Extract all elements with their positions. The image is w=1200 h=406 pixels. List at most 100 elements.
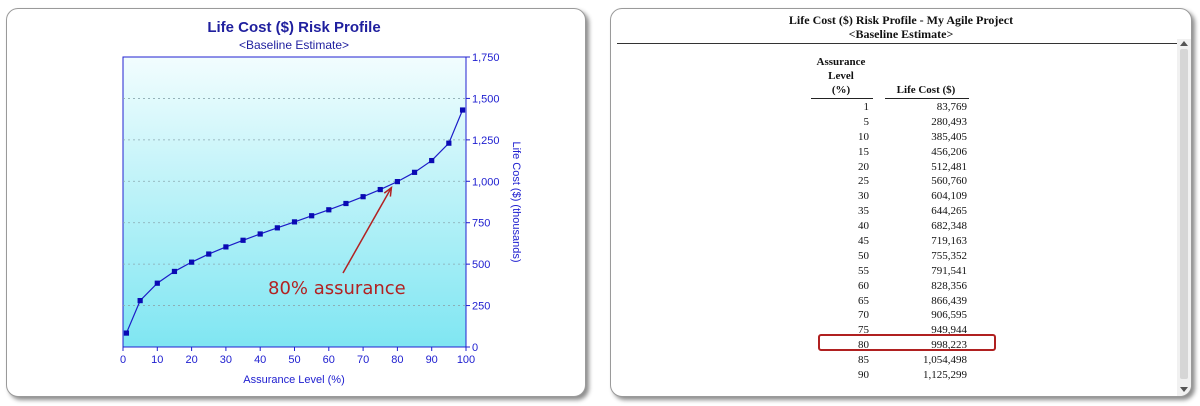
table-row: 5 280,493 (611, 115, 1171, 130)
life-cost-cell: 719,163 (931, 235, 967, 248)
life-cost-cell: 604,109 (931, 190, 967, 203)
series-layer (123, 107, 466, 336)
table-row: 25 560,760 (611, 174, 1171, 189)
data-point (154, 280, 160, 286)
chart-subtitle: <Baseline Estimate> (239, 38, 349, 52)
gridlines (123, 98, 466, 306)
data-point (257, 231, 263, 237)
annotation-arrow (342, 187, 393, 274)
x-tick-label: 60 (323, 354, 335, 366)
scrollbar-thumb[interactable] (1180, 49, 1188, 379)
report-header: Life Cost ($) Risk Profile - My Agile Pr… (611, 13, 1191, 41)
data-point (171, 268, 178, 275)
data-point (223, 244, 229, 250)
report-title: Life Cost ($) Risk Profile - My Agile Pr… (788, 13, 1014, 27)
x-tick-label: 20 (185, 354, 197, 366)
data-point (123, 330, 130, 336)
column-divider (811, 98, 873, 99)
life-cost-cell: 512,481 (931, 160, 967, 173)
assurance-level-cell: 50 (858, 249, 869, 262)
life-cost-cell: 828,356 (931, 279, 967, 292)
scroll-up-icon[interactable] (1180, 41, 1188, 46)
life-cost-cell: 791,541 (931, 264, 967, 277)
x-tick-label: 90 (426, 354, 438, 366)
data-point (189, 259, 195, 265)
x-tick-label: 70 (357, 354, 369, 366)
data-point (240, 237, 246, 243)
chart-panel: Life Cost ($) Risk Profile <Baseline Est… (6, 8, 586, 397)
life-cost-cell: 682,348 (931, 220, 967, 233)
report-subtitle: <Baseline Estimate> (848, 27, 954, 41)
assurance-level-cell: 35 (858, 205, 869, 218)
y-tick-label: 1,750 (472, 52, 500, 64)
table-row: 90 1,125,299 (611, 368, 1171, 383)
x-tick-label: 100 (457, 354, 475, 366)
data-point (429, 157, 435, 164)
assurance-level-cell: 45 (858, 235, 869, 248)
table-row: 20 512,481 (611, 160, 1171, 175)
assurance-level-cell: 30 (858, 190, 869, 203)
data-point (360, 194, 366, 200)
life-cost-cell: 906,595 (931, 309, 967, 322)
assurance-level-cell: 40 (858, 220, 869, 233)
data-point (446, 140, 452, 146)
data-point (137, 298, 143, 304)
life-cost-cell: 866,439 (931, 294, 967, 307)
x-tick-label: 30 (220, 354, 232, 366)
assurance-level-cell: 25 (858, 175, 869, 188)
y-tick-label: 0 (472, 342, 478, 354)
assurance-level-cell: 15 (858, 145, 869, 158)
table-row: 35 644,265 (611, 204, 1171, 219)
table-row: 70 906,595 (611, 308, 1171, 323)
y-tick-label: 500 (472, 259, 490, 271)
report-panel: Life Cost ($) Risk Profile - My Agile Pr… (610, 8, 1192, 397)
data-point (459, 107, 466, 113)
x-tick-label: 10 (151, 354, 163, 366)
vertical-scrollbar[interactable] (1177, 39, 1191, 396)
y-tick-label: 750 (472, 218, 490, 230)
data-point (291, 219, 298, 225)
scroll-down-icon[interactable] (1180, 387, 1188, 392)
life-cost-cell: 456,206 (931, 145, 967, 158)
life-cost-cell: 1,125,299 (923, 369, 967, 382)
annotation-label: 80% assurance (268, 278, 406, 299)
life-cost-cell: 949,944 (931, 324, 967, 337)
data-point (394, 179, 400, 185)
assurance-level-cell: 90 (858, 369, 869, 382)
report-table-body: 1 83,769 5 280,493 10 385,405 15 456,206 20 512,4… (611, 100, 1171, 383)
y-tick-label: 1,250 (472, 135, 500, 147)
assurance-level-cell: 75 (858, 324, 869, 337)
table-row: 60 828,356 (611, 279, 1171, 294)
table-row: 30 604,109 (611, 189, 1171, 204)
table-row: 85 1,054,498 (611, 353, 1171, 368)
data-point (326, 207, 332, 213)
life-cost-cell: 644,265 (931, 205, 967, 218)
annotation-arrowhead (383, 185, 393, 197)
x-tick-label: 80 (391, 354, 403, 366)
data-point (411, 169, 418, 175)
assurance-level-cell: 60 (858, 279, 869, 292)
y-tick-label: 1,500 (472, 93, 500, 105)
table-row: 50 755,352 (611, 249, 1171, 264)
life-cost-cell: 280,493 (931, 115, 967, 128)
assurance-level-cell: 55 (858, 264, 869, 277)
assurance-level-cell: 80 (858, 339, 869, 352)
life-cost-cell: 560,760 (931, 175, 967, 188)
life-cost-cell: 1,054,498 (923, 354, 967, 367)
x-axis-label: Assurance Level (%) (243, 374, 345, 386)
x-tick-label: 0 (120, 354, 126, 366)
assurance-level-cell: 10 (858, 130, 869, 143)
table-row: 75 949,944 (611, 323, 1171, 338)
table-row: 15 456,206 (611, 145, 1171, 160)
table-row: 45 719,163 (611, 234, 1171, 249)
x-tick-label: 40 (254, 354, 266, 366)
assurance-level-cell: 20 (858, 160, 869, 173)
column-divider (885, 98, 969, 99)
data-point (206, 251, 212, 257)
data-point (274, 225, 280, 231)
y-tick-label: 250 (472, 301, 490, 313)
life-cost-cell: 83,769 (936, 101, 967, 113)
column-header-assurance-level: Assurance Level (%) (816, 56, 866, 96)
x-axis-ticks: 0 10 20 30 40 50 60 70 80 90 100 (120, 347, 475, 366)
chart-title: Life Cost ($) Risk Profile (207, 19, 380, 36)
